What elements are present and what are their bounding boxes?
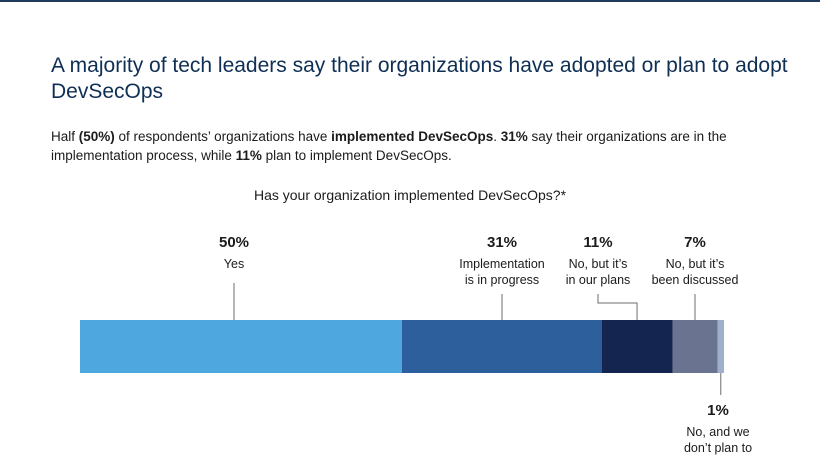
value-label: 11%: [583, 234, 612, 251]
category-label: is in progress: [465, 273, 539, 287]
category-label: No, but it’s: [569, 257, 628, 271]
bar-segment: [402, 320, 602, 373]
survey-question: Has your organization implemented DevSec…: [253, 187, 567, 203]
summary-text: say their organizations are in the imple…: [51, 129, 727, 163]
category-label: in our plans: [566, 273, 631, 287]
category-label: No, but it’s: [666, 257, 725, 271]
bar-segment: [601, 320, 673, 373]
value-label: 50%: [219, 234, 249, 251]
leader-line: [597, 294, 638, 320]
category-label: No, and we: [686, 425, 749, 439]
chart-summary: Half (50%) of respondents’ organizations…: [51, 127, 791, 165]
value-label: 1%: [707, 402, 729, 419]
category-label: Implementation: [459, 257, 545, 271]
bar-segment: [717, 320, 724, 373]
bar-segment: [80, 320, 402, 373]
top-rule: [0, 0, 820, 2]
category-label: been discussed: [652, 273, 739, 287]
summary-text: plan to implement DevSecOps.: [261, 148, 452, 163]
summary-text: .: [493, 129, 501, 144]
category-label: don’t plan to: [684, 441, 752, 455]
category-label: Yes: [224, 257, 244, 271]
summary-text: of respondents’ organizations have: [114, 129, 332, 144]
summary-emphasis: implemented DevSecOps: [331, 129, 494, 144]
summary-emphasis: 31%: [500, 129, 528, 144]
summary-text: Half: [51, 129, 79, 144]
value-label: 7%: [684, 234, 706, 251]
summary-emphasis: 11%: [235, 148, 262, 163]
value-label: 31%: [487, 234, 517, 251]
chart-headline: A majority of tech leaders say their org…: [51, 54, 788, 103]
bar-segment: [672, 320, 718, 373]
summary-emphasis: (50%): [78, 129, 115, 144]
